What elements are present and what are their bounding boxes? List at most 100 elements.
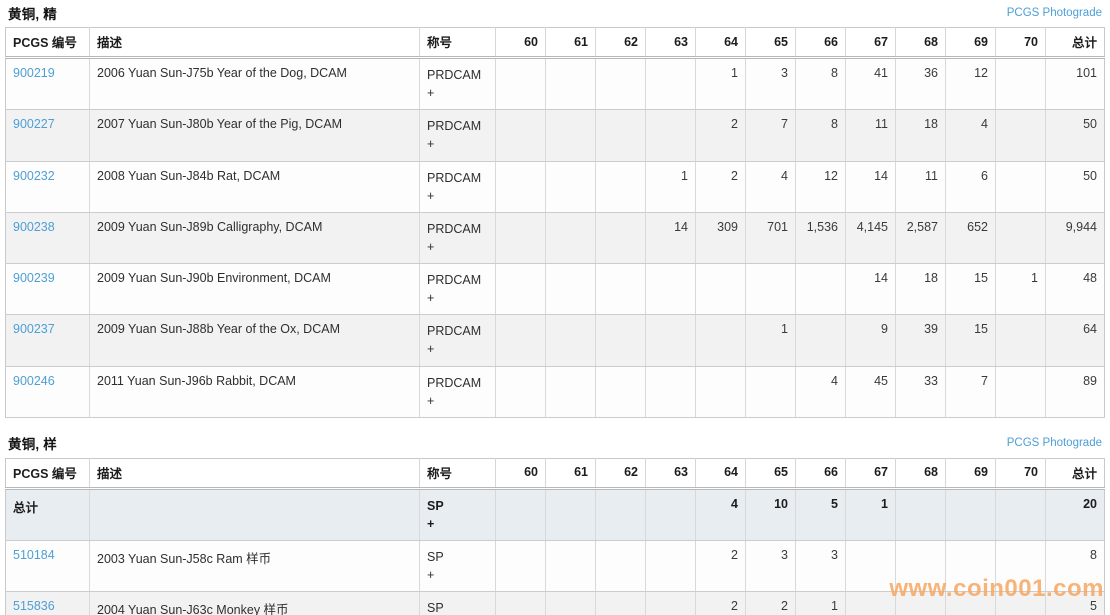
grade-count [495, 591, 546, 615]
grade-count [845, 540, 896, 593]
row-total: 50 [1045, 161, 1105, 213]
grade-count: 41 [845, 57, 896, 111]
grade-count [545, 488, 596, 542]
grade-count [595, 109, 646, 162]
col-header-grade-64: 64 [695, 27, 746, 59]
grade-count [495, 212, 546, 265]
grade-count [645, 591, 696, 615]
grade-count: 12 [795, 161, 846, 213]
col-header-grade-60: 60 [495, 458, 546, 490]
pcgs-number-link[interactable]: 515836 [13, 599, 55, 614]
grade-count [795, 263, 846, 316]
grade-count: 8 [795, 57, 846, 111]
designation-cell: PRDCAM + [419, 109, 496, 162]
totals-row: 总计 SP + 4 10 5 1 20 [5, 488, 1105, 542]
col-header-grade-65: 65 [745, 458, 796, 490]
section-title-proof: 黄铜, 精 [8, 6, 58, 22]
grade-count: 2,587 [895, 212, 946, 265]
grade-count [495, 540, 546, 593]
pcgs-number-link[interactable]: 510184 [13, 548, 55, 562]
col-header-grade-69: 69 [945, 458, 996, 490]
grade-count [895, 540, 946, 593]
pcgs-number-link[interactable]: 900237 [13, 322, 55, 337]
col-header-grade-66: 66 [795, 458, 846, 490]
grade-count [645, 366, 696, 418]
totals-label: 总计 [5, 488, 90, 542]
grade-count [695, 263, 746, 316]
section-header-specimen: 黄铜, 样 PCGS Photograde [5, 431, 1105, 458]
grade-count [645, 57, 696, 111]
col-header-grade-61: 61 [545, 458, 596, 490]
col-header-grade-68: 68 [895, 458, 946, 490]
col-header-grade-67: 67 [845, 458, 896, 490]
col-header-designation: 称号 [419, 458, 496, 490]
grade-count [645, 109, 696, 162]
row-total: 50 [1045, 109, 1105, 162]
pcgs-number-link[interactable]: 900219 [13, 66, 55, 80]
coin-description: 2006 Yuan Sun-J75b Year of the Dog, DCAM [89, 57, 420, 111]
pcgs-number-link[interactable]: 900239 [13, 271, 55, 285]
grade-count: 6 [945, 161, 996, 213]
photograde-link[interactable]: PCGS Photograde [1006, 6, 1102, 19]
row-total: 64 [1045, 314, 1105, 367]
col-header-grade-63: 63 [645, 27, 696, 59]
grade-count [645, 314, 696, 367]
grade-count: 15 [945, 263, 996, 316]
grade-count: 3 [795, 540, 846, 593]
grade-count: 701 [745, 212, 796, 265]
col-header-grade-63: 63 [645, 458, 696, 490]
grade-count: 1 [845, 488, 896, 542]
row-total: 101 [1045, 57, 1105, 111]
population-table-specimen: PCGS 编号 描述 称号 60 61 62 63 64 65 66 67 68… [5, 457, 1105, 615]
grade-count [495, 57, 546, 111]
grade-count [595, 591, 646, 615]
table-row: 900232 2008 Yuan Sun-J84b Rat, DCAM PRDC… [5, 161, 1105, 213]
grade-count: 3 [745, 57, 796, 111]
col-header-grade-68: 68 [895, 27, 946, 59]
col-header-total: 总计 [1045, 27, 1105, 59]
grade-count: 12 [945, 57, 996, 111]
grade-count [895, 488, 946, 542]
col-header-pcgs-no: PCGS 编号 [5, 27, 90, 59]
designation-cell: SP + [419, 488, 496, 542]
col-header-description: 描述 [89, 27, 420, 59]
grade-count: 4 [695, 488, 746, 542]
grade-count: 8 [795, 109, 846, 162]
table-header-row: PCGS 编号 描述 称号 60 61 62 63 64 65 66 67 68… [5, 27, 1105, 59]
col-header-grade-70: 70 [995, 27, 1046, 59]
table-row: 900246 2011 Yuan Sun-J96b Rabbit, DCAM P… [5, 366, 1105, 418]
grade-count [995, 109, 1046, 162]
grade-count: 33 [895, 366, 946, 418]
pcgs-number-link[interactable]: 900227 [13, 117, 55, 132]
row-total: 9,944 [1045, 212, 1105, 265]
coin-description [89, 488, 420, 542]
grade-count [645, 263, 696, 316]
photograde-link[interactable]: PCGS Photograde [1006, 437, 1102, 450]
col-header-grade-64: 64 [695, 458, 746, 490]
pcgs-number-link[interactable]: 900232 [13, 168, 55, 183]
grade-count [495, 314, 546, 367]
coin-description: 2009 Yuan Sun-J90b Environment, DCAM [89, 263, 420, 316]
pcgs-number-link[interactable]: 900238 [13, 219, 55, 234]
grade-count: 3 [745, 540, 796, 593]
coin-description: 2008 Yuan Sun-J84b Rat, DCAM [89, 161, 420, 213]
coin-description: 2009 Yuan Sun-J88b Year of the Ox, DCAM [89, 314, 420, 367]
pcgs-number-link[interactable]: 900246 [13, 373, 55, 388]
grade-count [695, 314, 746, 367]
grade-count [645, 488, 696, 542]
grade-count: 14 [845, 161, 896, 213]
grade-count [595, 366, 646, 418]
row-total: 20 [1045, 488, 1105, 542]
grade-count: 15 [945, 314, 996, 367]
table-row: 515836 2004 Yuan Sun-J63c Monkey 样币 SP +… [5, 591, 1105, 615]
designation-cell: SP + [419, 540, 496, 593]
grade-count: 18 [895, 109, 946, 162]
col-header-designation: 称号 [419, 27, 496, 59]
grade-count: 14 [845, 263, 896, 316]
col-header-grade-70: 70 [995, 458, 1046, 490]
grade-count [595, 212, 646, 265]
designation-cell: SP + [419, 591, 496, 615]
grade-count [945, 591, 996, 615]
table-row: 900227 2007 Yuan Sun-J80b Year of the Pi… [5, 109, 1105, 162]
